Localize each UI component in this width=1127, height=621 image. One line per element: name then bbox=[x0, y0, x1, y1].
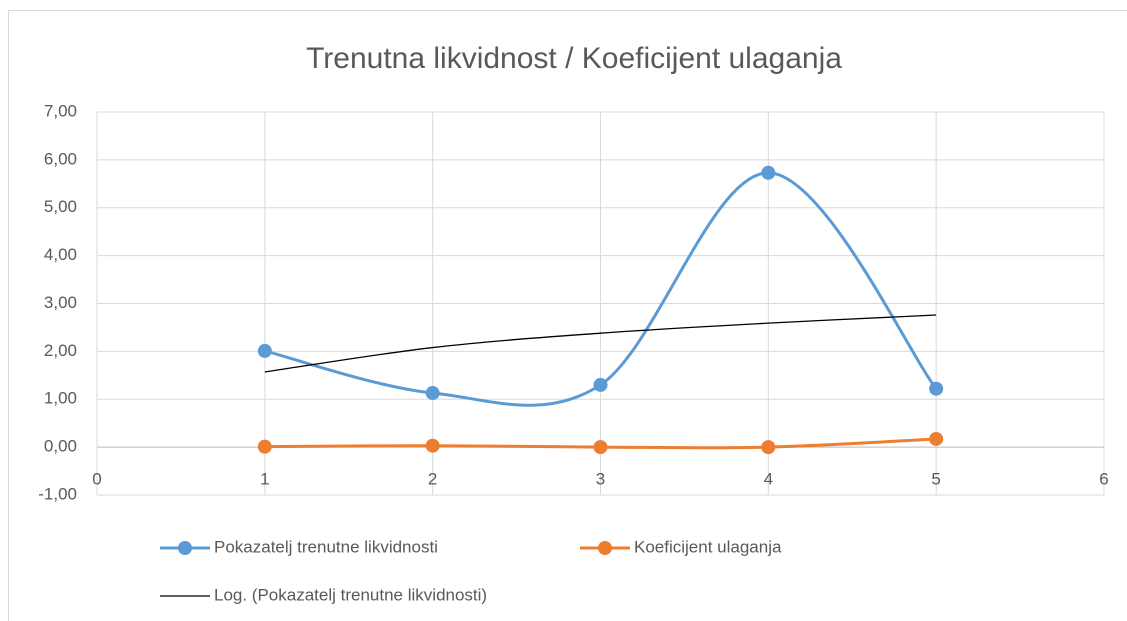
x-tick-label: 3 bbox=[596, 470, 605, 489]
y-tick-label: 4,00 bbox=[44, 245, 77, 264]
series-line bbox=[264, 171, 938, 407]
y-tick-label: 1,00 bbox=[44, 389, 77, 408]
legend-marker bbox=[178, 541, 192, 555]
x-tick-label: 6 bbox=[1099, 470, 1108, 489]
marker bbox=[761, 165, 776, 180]
y-tick-label: 7,00 bbox=[44, 101, 77, 120]
y-tick-label: 0,00 bbox=[44, 437, 77, 456]
x-tick-label: 0 bbox=[92, 470, 101, 489]
y-tick-label: 3,00 bbox=[44, 293, 77, 312]
x-tick-label: 5 bbox=[931, 470, 940, 489]
marker bbox=[929, 431, 944, 446]
chart-border bbox=[8, 10, 1127, 621]
legend-label: Koeficijent ulaganja bbox=[634, 537, 782, 556]
legend-label: Log. (Pokazatelj trenutne likvidnosti) bbox=[214, 585, 487, 604]
y-tick-label: 2,00 bbox=[44, 341, 77, 360]
y-tick-label: 6,00 bbox=[44, 149, 77, 168]
x-tick-label: 4 bbox=[764, 470, 773, 489]
marker bbox=[257, 439, 272, 454]
y-tick-label: 5,00 bbox=[44, 197, 77, 216]
y-tick-label: -1,00 bbox=[38, 484, 77, 503]
marker bbox=[257, 343, 272, 358]
x-tick-label: 2 bbox=[428, 470, 437, 489]
marker bbox=[593, 377, 608, 392]
marker bbox=[593, 440, 608, 455]
chart-title: Trenutna likvidnost / Koeficijent ulagan… bbox=[306, 42, 842, 75]
marker bbox=[761, 440, 776, 455]
x-tick-label: 1 bbox=[260, 470, 269, 489]
legend-marker bbox=[598, 541, 612, 555]
marker bbox=[929, 381, 944, 396]
legend-label: Pokazatelj trenutne likvidnosti bbox=[214, 537, 438, 556]
marker bbox=[425, 386, 440, 401]
trend-line bbox=[264, 314, 937, 373]
marker bbox=[425, 438, 440, 453]
